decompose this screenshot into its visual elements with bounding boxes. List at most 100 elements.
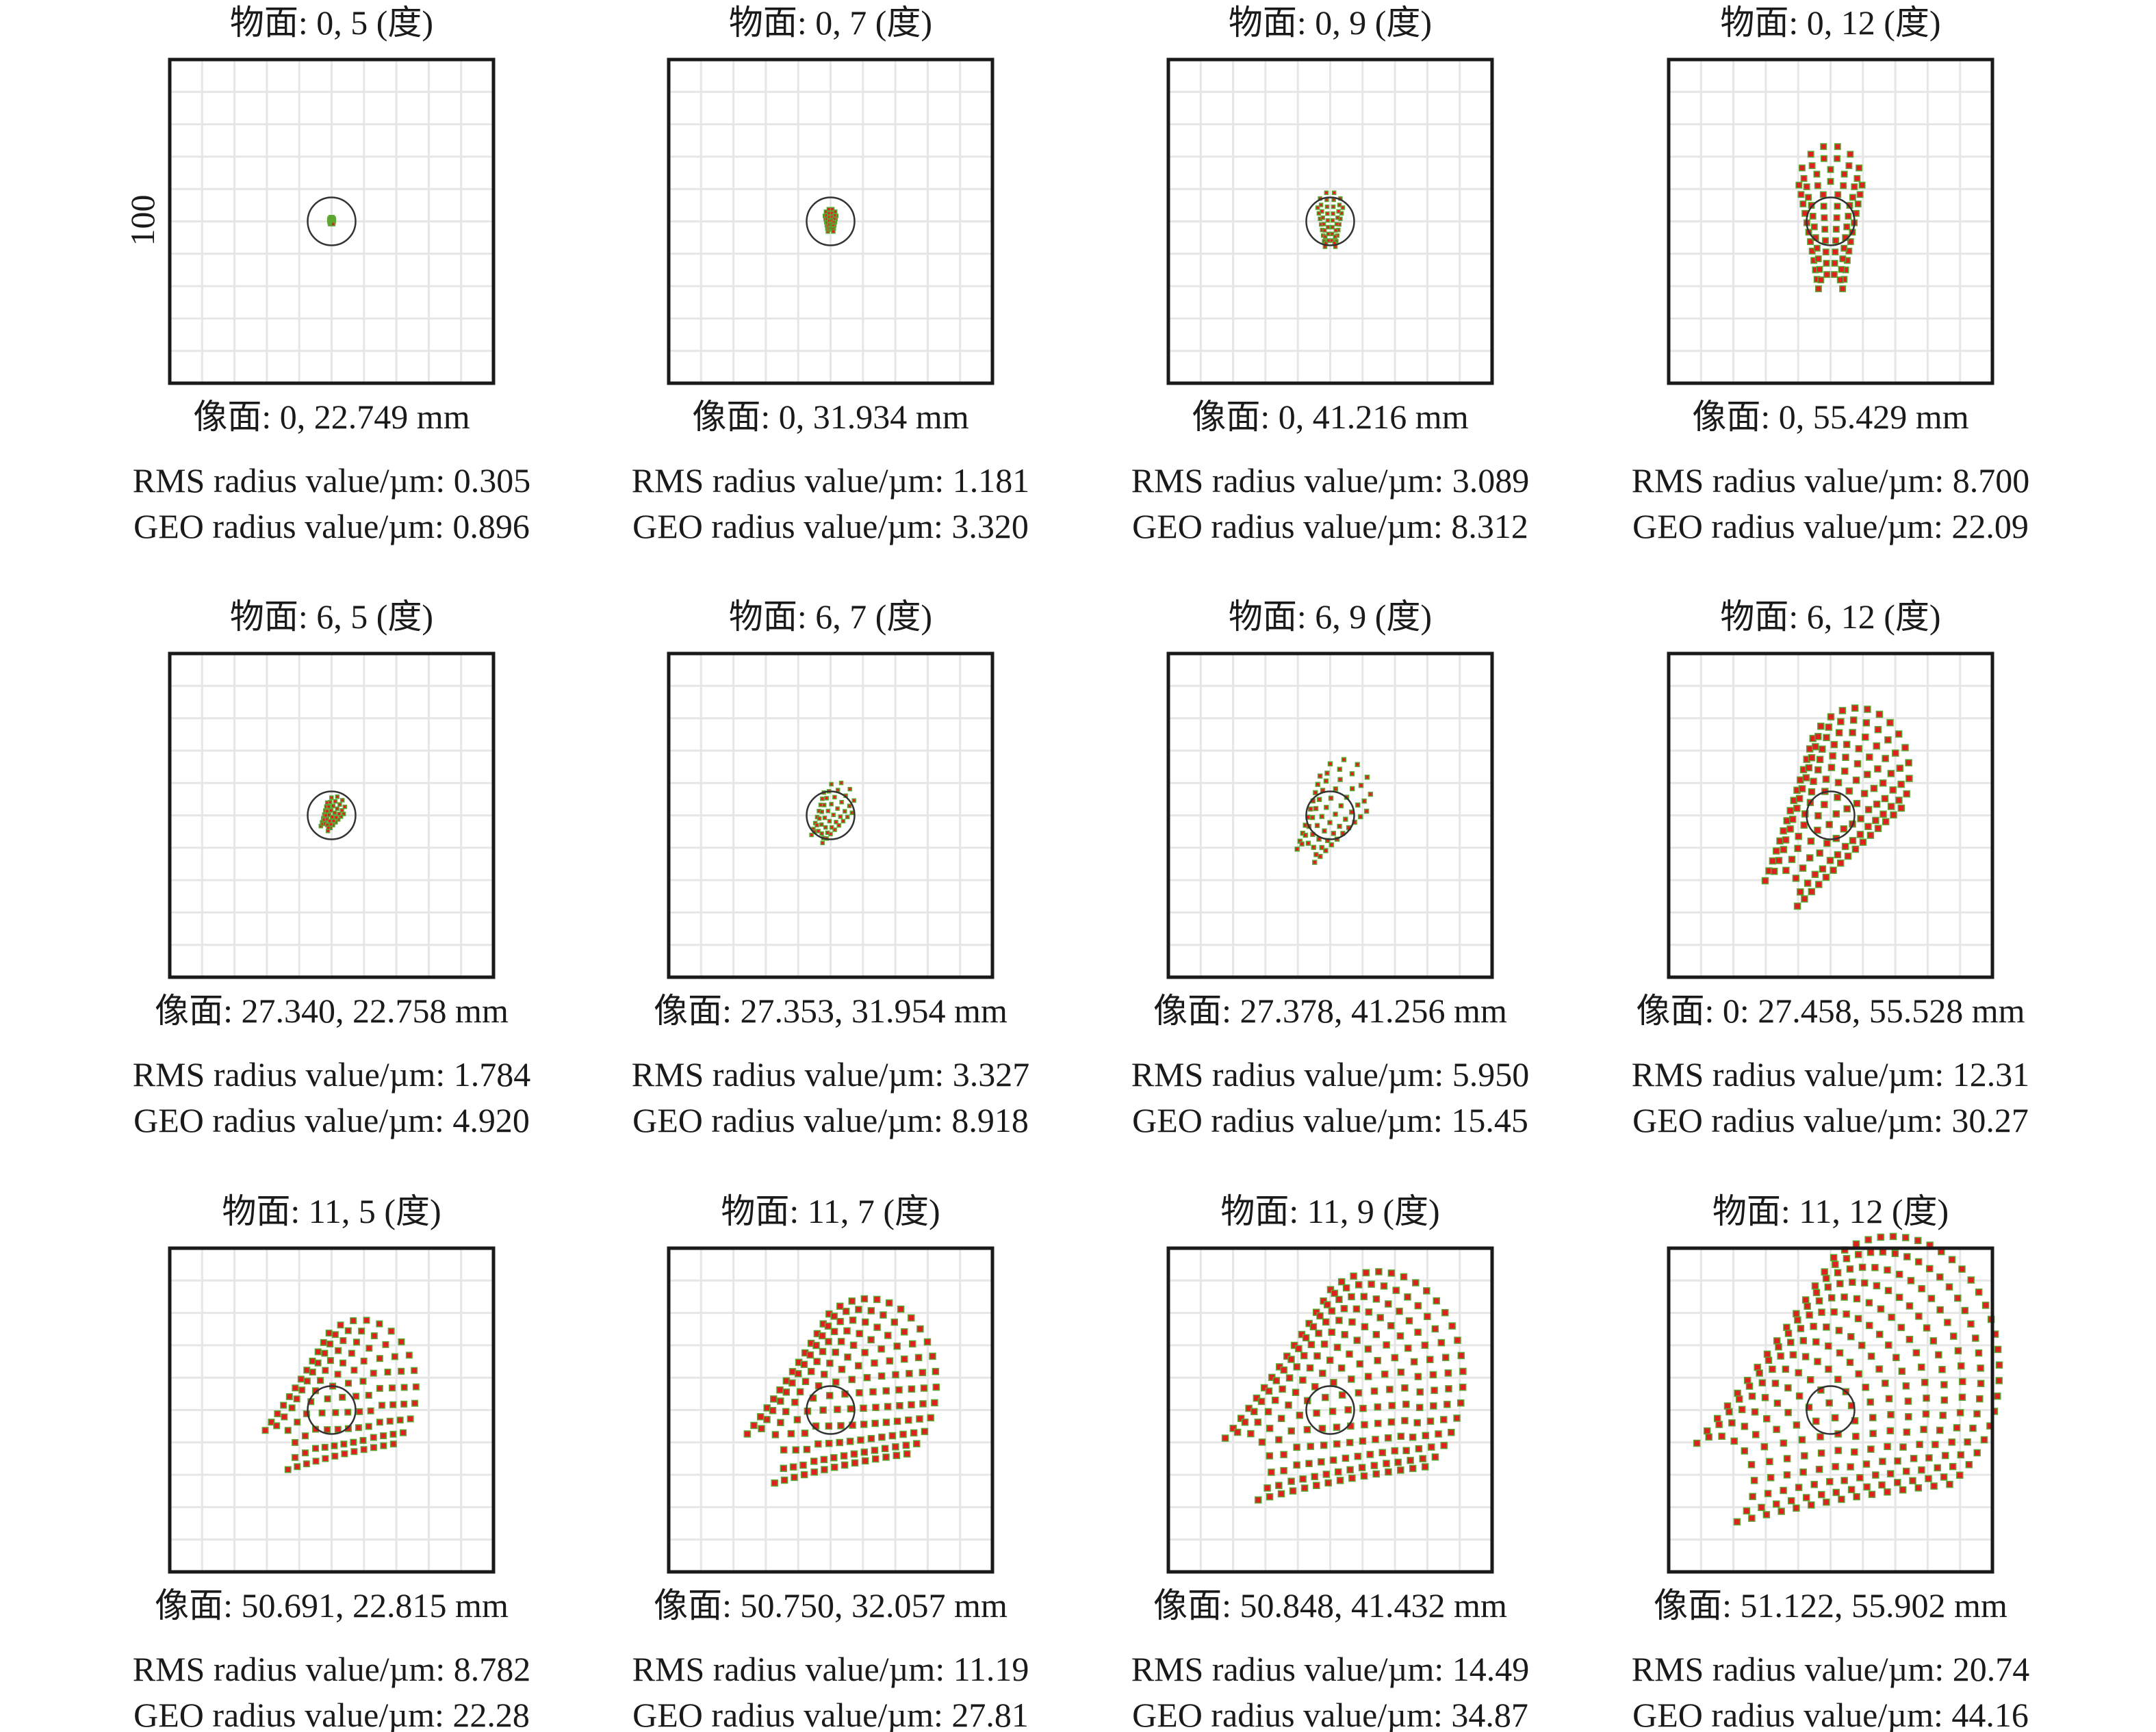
ray-spot [400,1429,407,1436]
ray-spot [1977,1365,1984,1372]
ray-spot [1372,1470,1380,1478]
ray-spot [1830,271,1838,279]
ray-spot [1329,238,1335,243]
ray-spot [1953,1424,1961,1432]
ray-spot [1802,774,1810,781]
rms-radius-label: RMS radius value/µm: 1.784 [133,1055,531,1094]
ray-spot [1380,1282,1388,1290]
ray-spot [360,1357,368,1365]
ray-spot [1817,276,1825,283]
ray-spot [855,1306,862,1313]
ray-spot [1830,866,1837,874]
ray-spot [1907,1277,1915,1284]
ray-spot [1416,1388,1424,1396]
ray-spot [400,1400,408,1408]
ray-spot [1348,1474,1356,1482]
ray-spot [284,1466,292,1473]
ray-spot [1322,1318,1330,1326]
ray-spot [1840,244,1848,252]
ray-spot [860,1448,869,1456]
ray-spot [840,1452,848,1460]
ray-spot [1268,1469,1275,1476]
ray-spot [328,799,333,805]
ray-spot [1795,1392,1804,1400]
ray-spot [1333,1343,1342,1352]
ray-spot [929,1352,936,1360]
ray-spot [284,1427,292,1434]
ray-spot [826,1359,834,1367]
ray-spot [803,1445,811,1453]
ray-spot [1821,214,1828,222]
ray-spot [1822,237,1829,244]
ray-spot [1402,1400,1410,1408]
ray-spot [1995,1377,2003,1384]
ray-spot [1936,1273,1944,1281]
ray-spot [335,806,339,812]
scale-label: 100 [123,195,162,246]
ray-spot [1454,1336,1461,1344]
ray-spot [1275,1436,1283,1444]
ray-spot [897,1305,905,1313]
ray-spot [1799,1468,1807,1476]
ray-spot [398,1338,405,1345]
ray-spot [1320,209,1324,214]
ray-spot [780,1446,788,1453]
ray-spot [1840,182,1847,190]
ray-spot [1995,1361,2003,1369]
ray-spot [1329,1456,1337,1464]
ray-spot [834,820,838,825]
ray-spot [376,1355,383,1362]
ray-spot [848,1375,856,1384]
ray-spot [331,1452,339,1460]
ray-spot [780,1464,788,1472]
ray-spot [1782,866,1790,875]
ray-spot [1292,1388,1300,1396]
ray-spot [1361,1323,1369,1331]
ray-spot [1459,1367,1467,1375]
ray-spot [1823,1498,1830,1506]
ray-spot [1827,764,1836,771]
ray-spot [1855,745,1863,753]
ray-spot [1320,215,1325,220]
panel-title: 物面: 11, 9 (度) [1220,1192,1439,1230]
ray-spot [1818,1490,1825,1499]
ray-spot [1874,725,1882,734]
ray-spot [1837,718,1845,725]
ray-spot [1879,779,1887,787]
ray-spot [1810,1481,1818,1488]
ray-spot [1910,1455,1918,1462]
ray-spot [1795,1369,1802,1377]
ray-spot [827,818,832,824]
ray-spot [1272,1377,1281,1384]
ray-spot [1914,1484,1923,1492]
ray-spot [1901,1234,1910,1241]
ray-spot [1233,1428,1242,1436]
ray-spot [396,1417,404,1424]
ray-spot [769,1395,778,1403]
ray-spot [861,1349,869,1356]
ray-spot [1889,786,1897,794]
image-plane-label: 像面: 50.848, 41.432 mm [1153,1586,1507,1625]
ray-spot [1397,1368,1405,1376]
ray-spot [340,1440,348,1448]
ray-spot [893,1451,901,1460]
ray-spot [1780,827,1787,835]
ray-spot [380,1442,387,1449]
ray-spot [1764,1356,1773,1365]
ray-spot [1355,1389,1363,1397]
ray-spot [1854,1251,1862,1258]
ray-spot [1313,852,1319,857]
ray-spot [1445,1385,1452,1393]
ray-spot [1247,1430,1255,1438]
ray-spot [389,1401,397,1408]
ray-spot [1775,857,1783,864]
rms-radius-label: RMS radius value/µm: 8.782 [133,1650,531,1688]
ray-spot [365,1345,373,1352]
ray-spot [1370,1462,1378,1469]
ray-spot [793,1416,801,1423]
ray-spot [1994,1392,2001,1400]
ray-spot [294,1419,301,1426]
plot-frame [667,1246,994,1574]
plot-frame [667,57,994,385]
ray-spot [1827,166,1834,173]
